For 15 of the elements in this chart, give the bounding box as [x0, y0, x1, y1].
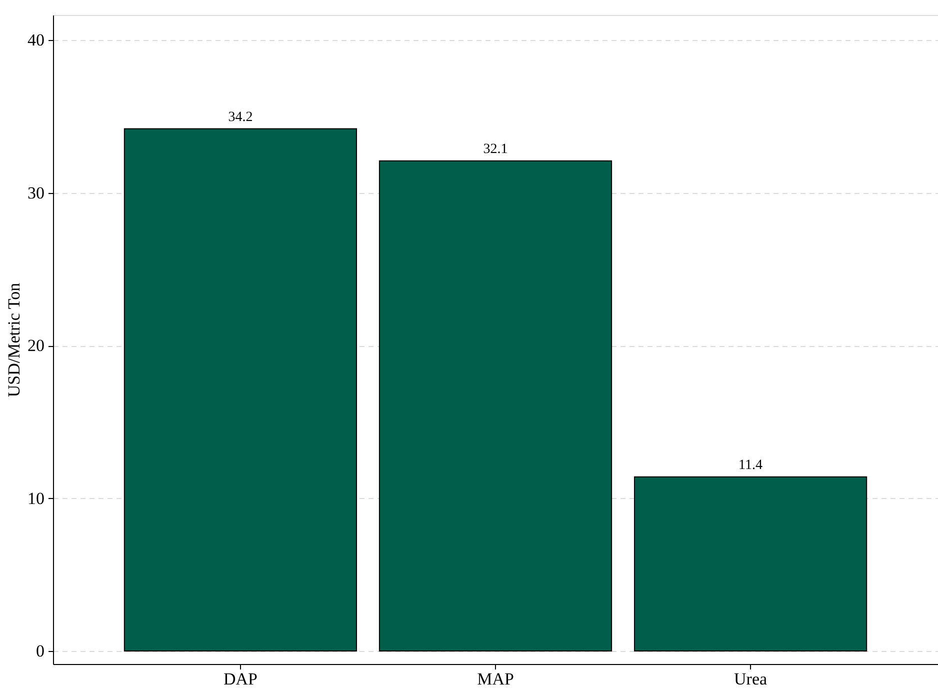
bar — [124, 128, 357, 652]
y-tick-label: 20 — [28, 336, 44, 356]
x-tick-label: MAP — [477, 670, 514, 688]
y-tick-label: 30 — [28, 183, 44, 202]
x-tick-label: Urea — [734, 670, 768, 688]
data-label: 34.2 — [228, 110, 253, 125]
data-label: 11.4 — [738, 458, 763, 473]
y-tick-label: 10 — [28, 488, 44, 508]
y-axis-title: USD/Metric Ton — [4, 282, 24, 398]
bar — [378, 160, 612, 652]
x-tick-label: DAP — [223, 670, 258, 688]
bar — [634, 476, 868, 652]
y-tick-label: 40 — [28, 30, 44, 50]
data-label: 32.1 — [483, 142, 508, 157]
y-tick-label: 0 — [36, 642, 44, 661]
